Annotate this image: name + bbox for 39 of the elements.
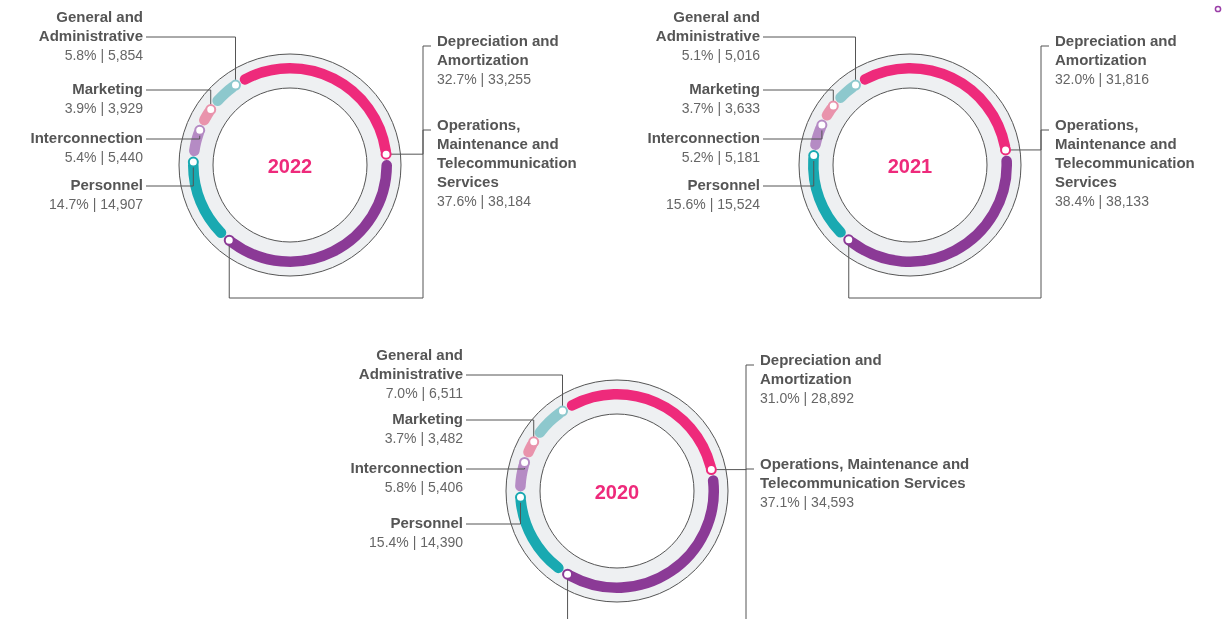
data-label: 15.6% | 15,524 — [666, 195, 761, 212]
slice-label: Personnel — [70, 176, 143, 194]
slice-label: Depreciation and Amortization — [760, 351, 882, 388]
data-label: 3.7% | 3,633 — [681, 99, 761, 116]
data-label: 5.2% | 5,181 — [681, 148, 761, 165]
slice-label: Interconnection — [350, 459, 463, 477]
slice-label: General and Administrative — [655, 8, 760, 45]
text: 2021 — [887, 154, 933, 177]
data-label: 37.1% | 34,593 — [760, 493, 855, 510]
data-label: 5.1% | 5,016 — [681, 46, 761, 63]
slice-label: General and Administrative — [358, 346, 463, 383]
data-label: 3.7% | 3,482 — [384, 429, 464, 446]
data-label: 7.0% | 6,511 — [385, 384, 464, 401]
data-label: 3.9% | 3,929 — [64, 99, 144, 116]
slice-label: Marketing — [392, 410, 463, 428]
slice-label: Interconnection — [647, 129, 760, 147]
data-label: 15.4% | 14,390 — [369, 533, 464, 550]
slice-label: Operations, Maintenance and Telecommunication Services — [760, 455, 970, 492]
text: 2020 — [594, 480, 640, 503]
slice-label: Depreciation and Amortization — [1055, 32, 1177, 69]
slice-label: Depreciation and Amortization — [437, 32, 559, 69]
slice-label: Personnel — [687, 176, 760, 194]
slice-label: Marketing — [689, 80, 760, 98]
slice-label: Interconnection — [30, 129, 143, 147]
data-label: 32.0% | 31,816 — [1055, 70, 1150, 87]
data-label: 31.0% | 28,892 — [760, 389, 855, 406]
slice-label: General and Administrative — [38, 8, 143, 45]
data-label: 5.8% | 5,854 — [64, 46, 144, 63]
data-label: 38.4% | 38,133 — [1055, 192, 1150, 209]
data-label: 5.4% | 5,440 — [64, 148, 144, 165]
slice-label: Marketing — [72, 80, 143, 98]
data-label: 14.7% | 14,907 — [49, 195, 144, 212]
slice-label: Operations, Maintenance and Telecommunication Services — [1055, 116, 1195, 191]
data-label: 5.8% | 5,406 — [384, 478, 464, 495]
slice-label: Personnel — [390, 514, 463, 532]
text: 2022 — [267, 154, 313, 177]
slice-label: Operations, Maintenance and Telecommunication Services — [437, 116, 577, 191]
data-label: 37.6% | 38,184 — [437, 192, 532, 209]
data-label: 32.7% | 33,255 — [437, 70, 532, 87]
